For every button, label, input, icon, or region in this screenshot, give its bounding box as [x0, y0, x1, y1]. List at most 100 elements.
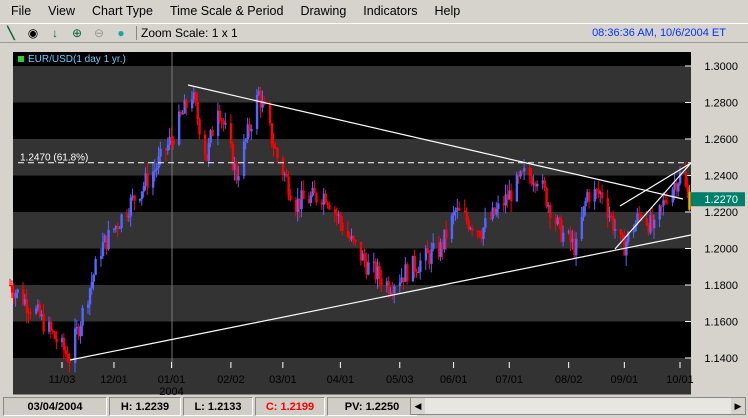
scroll-right-button[interactable]: ▶: [731, 398, 745, 414]
candle: [469, 228, 472, 230]
legend-swatch: [18, 56, 24, 62]
candle: [365, 261, 368, 275]
menu-indicators[interactable]: Indicators: [363, 4, 418, 18]
candle: [569, 231, 572, 243]
candle: [489, 218, 493, 220]
price-chart[interactable]: 1.3000 1.2800 1.2600 1.2400 1.2200 1.2000 1.18…: [0, 44, 748, 396]
candle: [597, 189, 600, 194]
candle: [246, 124, 249, 140]
candle: [138, 198, 142, 201]
candle: [686, 186, 689, 192]
candle: [424, 248, 428, 261]
draw-line-icon[interactable]: ╲: [7, 26, 15, 40]
candle: [627, 231, 630, 242]
candle: [114, 225, 118, 229]
candle: [181, 113, 185, 115]
candle: [413, 255, 417, 272]
candle: [467, 220, 470, 229]
zoom-in-icon[interactable]: ⊕: [71, 26, 83, 40]
candle: [64, 350, 68, 355]
candle: [398, 282, 402, 287]
candle: [528, 167, 532, 177]
candle: [463, 210, 467, 213]
candle: [543, 180, 546, 188]
candle: [450, 215, 454, 239]
crosshair-icon[interactable]: ◉: [27, 26, 39, 40]
candle: [458, 207, 461, 211]
candle: [391, 292, 394, 294]
candle: [287, 176, 290, 196]
x-tick-label: 11/03: [49, 374, 76, 386]
candle: [326, 202, 329, 206]
candle: [166, 144, 170, 151]
x-tick-label: 10/01: [666, 374, 694, 386]
candle: [107, 229, 110, 250]
candle: [632, 231, 636, 233]
candle: [125, 214, 129, 218]
candle: [350, 235, 353, 240]
menu-chart-type[interactable]: Chart Type: [92, 4, 153, 18]
scroll-left-button[interactable]: ◀: [411, 398, 425, 414]
candle: [86, 304, 90, 308]
candle: [101, 242, 105, 257]
candle: [476, 231, 480, 233]
candle: [131, 195, 134, 198]
candle: [73, 328, 77, 364]
candle: [647, 225, 650, 233]
candle: [582, 206, 585, 218]
y-tick-label: 1.3000: [704, 61, 738, 73]
candle: [426, 248, 430, 254]
candle: [534, 183, 537, 187]
zoom-out-icon[interactable]: ⊖: [93, 26, 105, 40]
menu-drawing[interactable]: Drawing: [300, 4, 347, 18]
menu-time-scale[interactable]: Time Scale & Period: [169, 4, 284, 18]
status-close: C: 1.2199: [255, 397, 325, 416]
candle: [298, 198, 301, 210]
candle: [116, 225, 120, 229]
candle: [441, 241, 444, 250]
candle: [10, 285, 14, 293]
candle: [146, 173, 149, 188]
candle: [558, 217, 561, 220]
color-icon[interactable]: ●: [117, 26, 125, 40]
candle: [545, 187, 548, 207]
candle: [190, 99, 194, 109]
candle: [400, 277, 404, 283]
candle: [621, 234, 624, 239]
candle: [61, 337, 64, 343]
candle: [220, 120, 224, 122]
menu-file[interactable]: File: [11, 4, 32, 18]
candle: [48, 321, 51, 332]
candle: [270, 123, 274, 144]
candle: [580, 217, 584, 240]
candle: [172, 140, 175, 145]
candle: [231, 143, 235, 170]
candle: [313, 187, 316, 194]
candle: [140, 191, 144, 199]
arrow-down-icon[interactable]: ↓: [52, 26, 58, 40]
candle: [374, 261, 378, 280]
candle: [402, 277, 405, 282]
candle: [261, 100, 264, 108]
candle: [645, 217, 648, 226]
candle: [12, 292, 16, 299]
menu-view[interactable]: View: [48, 4, 76, 18]
horizontal-scrollbar[interactable]: ◀ ▶: [410, 397, 746, 415]
candle: [309, 195, 313, 204]
candle: [658, 205, 661, 220]
candle: [606, 198, 610, 218]
candle: [159, 148, 162, 157]
candle: [506, 194, 509, 200]
candle: [281, 158, 285, 176]
candle: [387, 281, 391, 294]
candle: [471, 228, 474, 232]
candle: [103, 235, 107, 243]
candle: [55, 338, 58, 343]
menu-help[interactable]: Help: [434, 4, 461, 18]
trendline: [614, 162, 692, 250]
candle: [567, 231, 571, 233]
candle: [105, 235, 108, 250]
candle: [497, 203, 500, 210]
candle: [311, 187, 314, 196]
candle: [272, 143, 275, 148]
